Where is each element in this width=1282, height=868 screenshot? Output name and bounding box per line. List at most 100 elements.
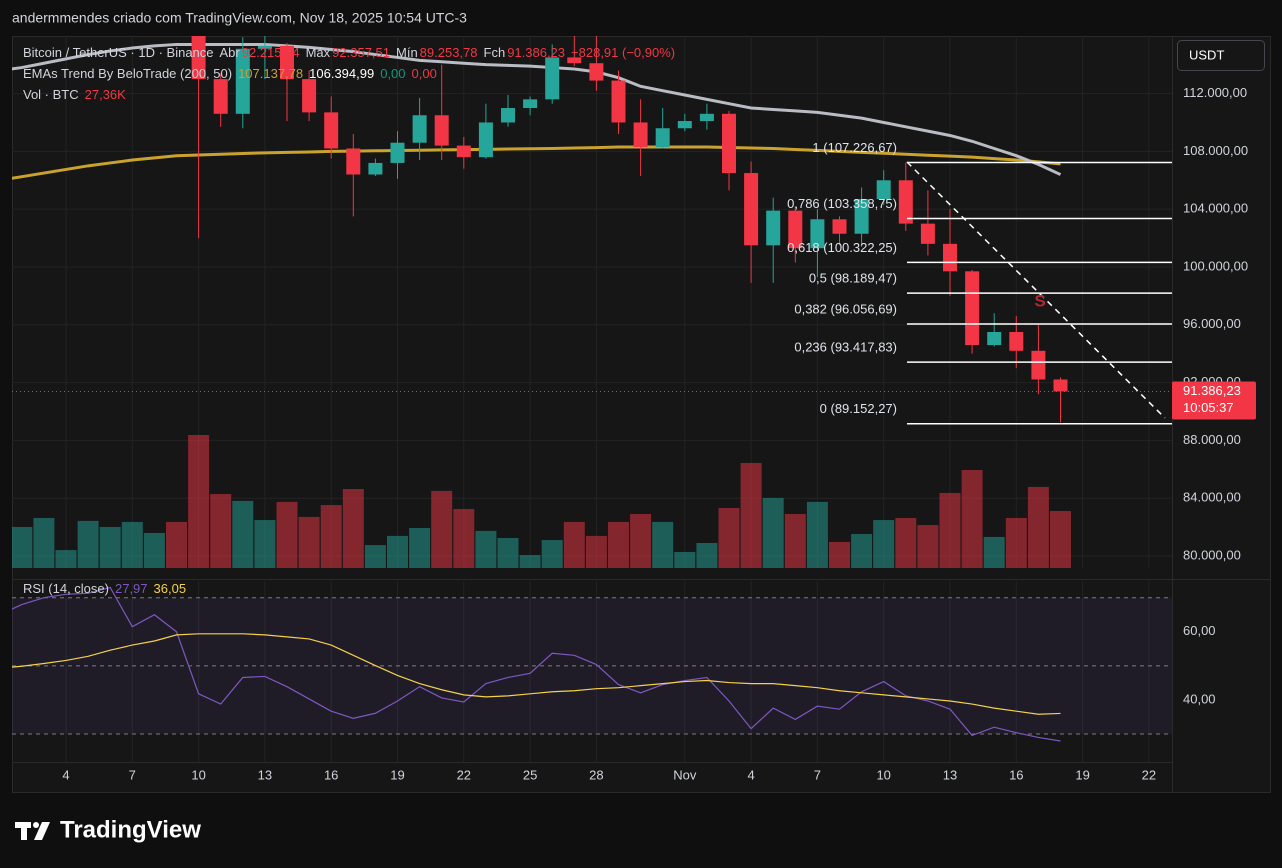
volume-bar — [298, 516, 320, 568]
candle-body — [611, 80, 626, 123]
candle-body — [434, 115, 449, 146]
volume-bar — [497, 537, 519, 568]
y-tick-label: 108.000,00 — [1183, 143, 1248, 158]
ema-value: 106.394,99 — [309, 66, 374, 81]
brand-logo — [15, 822, 50, 840]
y-tick-label: 104.000,00 — [1183, 201, 1248, 216]
candle-body — [633, 122, 648, 148]
ema-name: EMAs Trend By BeloTrade (200, 50) — [23, 66, 232, 81]
rsi-value: 36,05 — [154, 581, 187, 596]
volume-bar — [143, 532, 165, 568]
candle-body — [523, 99, 538, 109]
x-tick-label: 4 — [747, 767, 754, 782]
y-tick-label: 96.000,00 — [1183, 316, 1241, 331]
candle-body — [324, 112, 339, 149]
candle-body — [876, 180, 891, 200]
price-tag-label: 91.386,23 — [1183, 383, 1241, 398]
volume-bar — [342, 488, 364, 568]
y-tick-label: 60,00 — [1183, 623, 1216, 638]
fib-label: 0,236 (93.417,83) — [794, 340, 897, 355]
volume-name: Vol · BTC — [23, 87, 79, 102]
volume-bar — [541, 540, 563, 568]
volume-bar — [387, 535, 408, 568]
candle-body — [1053, 379, 1068, 392]
candle-body — [898, 180, 913, 224]
ema-extra: 0,00 — [380, 66, 405, 81]
fib-label: 0,618 (100.322,25) — [787, 240, 897, 255]
legend: Bitcoin / TetherUS · 1D · Binance Abr 92.2… — [23, 45, 675, 596]
candle-body — [257, 45, 272, 49]
volume-bar — [608, 521, 629, 568]
volume-bar — [851, 534, 873, 568]
candle-body — [810, 219, 825, 249]
candle-body — [191, 36, 206, 80]
candle-body — [677, 121, 692, 129]
candle-body — [1009, 332, 1024, 351]
x-tick-label: 16 — [1009, 767, 1023, 782]
candle-body — [788, 210, 803, 249]
volume-bar — [519, 555, 541, 568]
candle-body — [412, 115, 427, 143]
x-tick-label: 10 — [876, 767, 890, 782]
candle-body — [302, 79, 317, 113]
x-tick-label: 22 — [1142, 767, 1156, 782]
volume-bar — [188, 435, 210, 568]
volume-bar — [806, 501, 828, 568]
candle-body — [346, 148, 361, 175]
axes: 80.000,0084.000,0088.000,0092.000,0096.0… — [62, 85, 1248, 782]
candle-body — [965, 271, 980, 346]
volume-bar — [475, 530, 497, 568]
legend-row: EMAs Trend By BeloTrade (200, 50) 107.137… — [23, 66, 437, 81]
logo-stem — [21, 822, 27, 840]
volume-bar — [961, 470, 983, 568]
legend-value: 92.215,14 — [242, 45, 300, 60]
rsi-line — [12, 633, 1061, 715]
sell-signal: S — [1034, 291, 1045, 310]
volume-bar — [784, 514, 806, 568]
candle-body — [766, 210, 781, 246]
legend-row: Vol · BTC 27,36K — [23, 87, 126, 102]
candle-body — [589, 63, 604, 81]
x-tick-label: 19 — [390, 767, 404, 782]
candle-body — [545, 57, 560, 100]
volume-bar — [1027, 486, 1049, 568]
rsi-title: RSI (14, close) — [23, 581, 109, 596]
volume-bar — [33, 517, 55, 568]
currency-button-label[interactable]: USDT — [1189, 47, 1224, 62]
rsi-value: 27,97 — [115, 581, 148, 596]
legend-row: Bitcoin / TetherUS · 1D · Binance Abr 92.2… — [23, 45, 675, 60]
fib-label: 0 (89.152,27) — [820, 401, 897, 416]
volume-bar — [364, 545, 386, 568]
x-tick-label: 4 — [62, 767, 69, 782]
candle-body — [213, 79, 228, 114]
x-tick-label: 7 — [814, 767, 821, 782]
legend-key: Máx — [306, 45, 331, 60]
x-tick-label: 7 — [129, 767, 136, 782]
currency-button[interactable] — [1177, 40, 1265, 71]
volume-bar — [630, 514, 652, 568]
legend-value: 89.253,78 — [420, 45, 478, 60]
rsi-legend: RSI (14, close) 27,97 36,05 — [23, 581, 186, 596]
candle-body — [987, 332, 1002, 346]
x-tick-label: 28 — [589, 767, 603, 782]
volume-bar — [55, 550, 77, 568]
volume-bar — [409, 527, 431, 568]
x-tick-label: 13 — [943, 767, 957, 782]
x-tick-label: 13 — [258, 767, 272, 782]
candle-body — [280, 45, 294, 80]
volume-value: 27,36K — [85, 87, 127, 102]
volume-bar — [99, 526, 121, 568]
volume-bar — [453, 509, 475, 568]
candle-body — [699, 113, 714, 122]
candle-body — [456, 145, 471, 158]
candle-body — [1031, 350, 1046, 380]
volume-bar — [1050, 510, 1071, 568]
volume-bar — [431, 490, 453, 568]
rsi-pane — [12, 586, 1172, 742]
volume-bar — [917, 525, 939, 568]
volume-bar — [829, 541, 850, 568]
ema-extra: 0,00 — [412, 66, 437, 81]
candle-body — [744, 173, 759, 246]
candle-body — [943, 243, 957, 272]
